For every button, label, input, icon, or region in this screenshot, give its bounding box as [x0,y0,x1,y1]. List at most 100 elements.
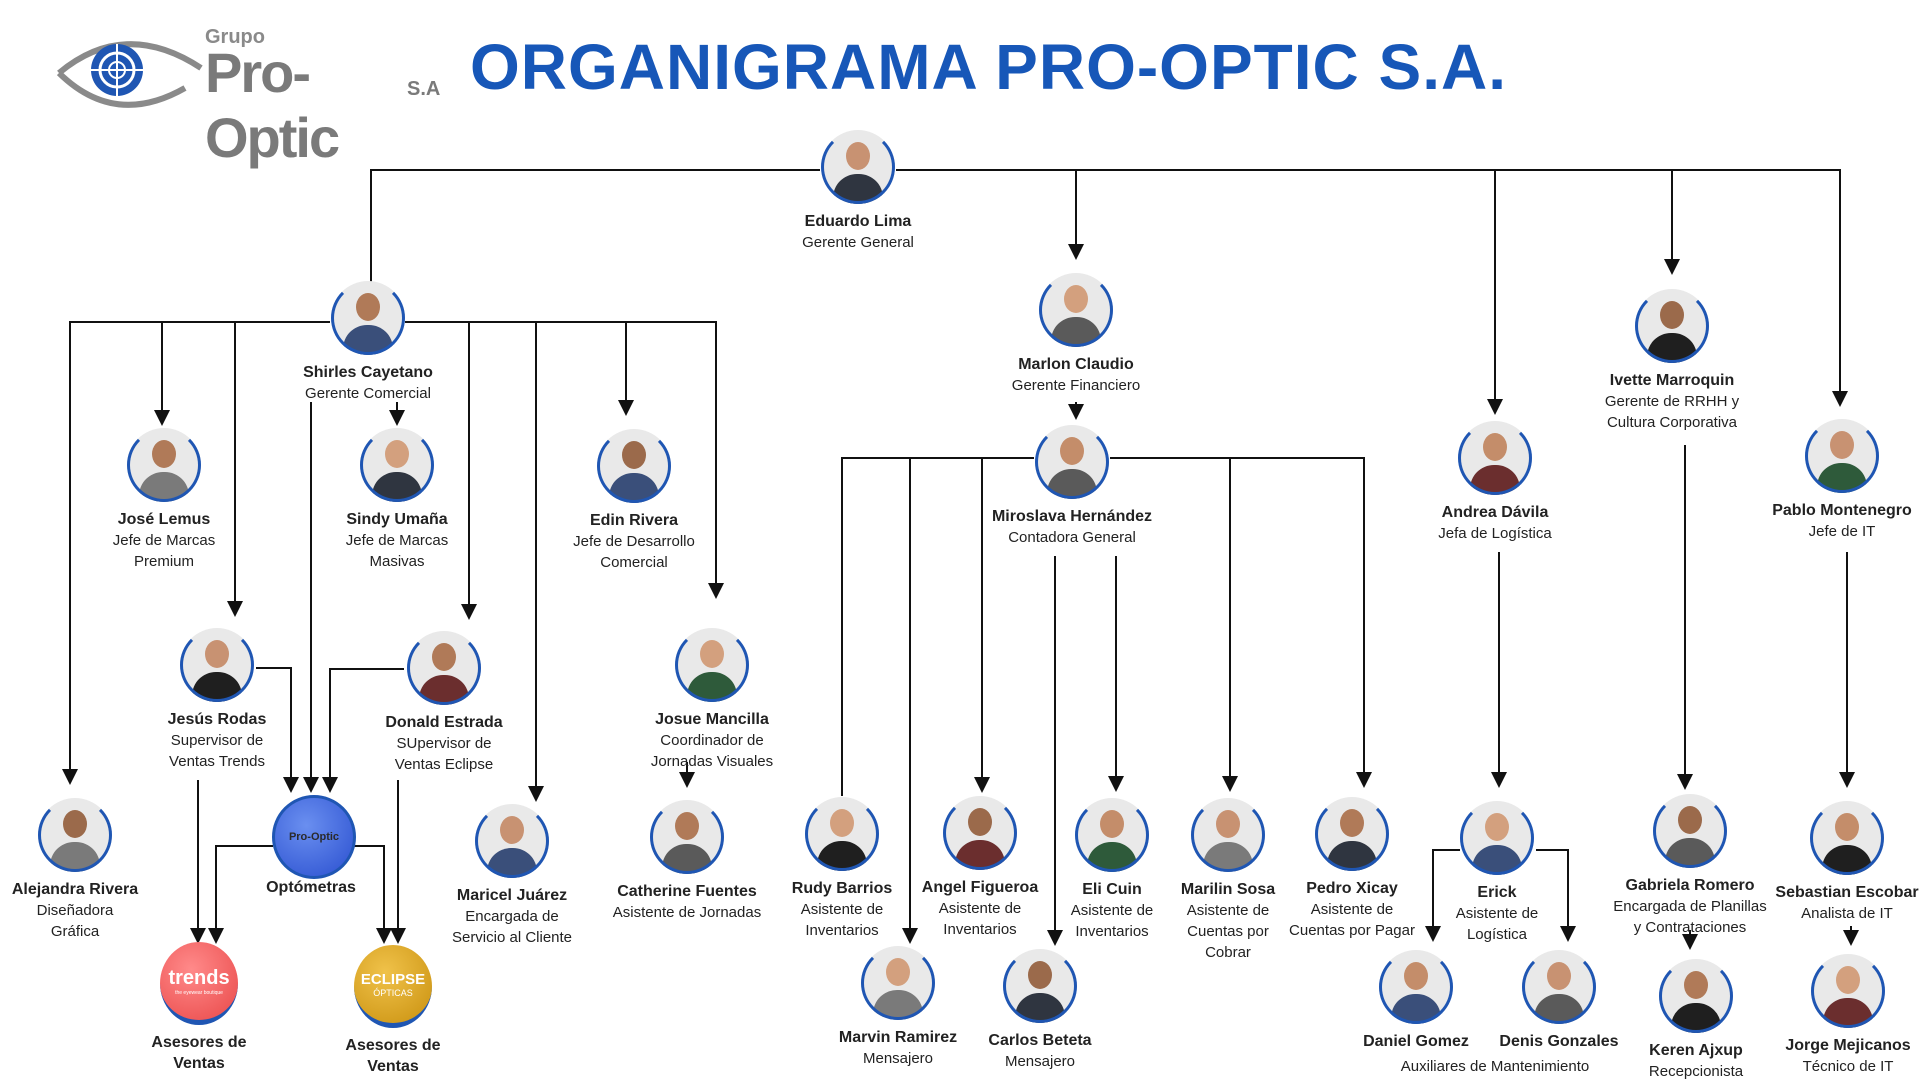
node-label: Sindy Umaña Jefe de Marcas Masivas [346,510,449,572]
node-label: Edin Rivera Jefe de Desarrollo Comercial [573,511,695,573]
person-role: Mensajero [1004,1053,1076,1070]
connector-line [62,321,330,785]
person-role: Asistente de [1310,901,1394,918]
person-name: Pedro Xicay [1306,880,1398,897]
person-name: Marvin Ramirez [838,1029,958,1046]
logo-suffix-text: S.A [407,78,441,100]
person-role: Comercial [600,554,668,571]
person-name: Eli Cuin [1082,881,1142,898]
node-label: Erick Asistente de Logística [1456,883,1539,945]
node-label: Asesores de Ventas [345,1036,440,1077]
person-role: Supervisor de [170,732,264,749]
person-role: Gerente Comercial [305,385,431,402]
person-role: Inventarios [943,921,1017,938]
avatar [650,800,724,874]
avatar [360,428,434,502]
person-role: Asistente de [800,901,884,918]
avatar [475,804,549,878]
connector-line [1110,457,1372,788]
person-role: Ventas [173,1055,225,1072]
group-logo-text: trends [168,966,230,989]
connector-line [370,169,820,282]
connector-line [208,845,273,944]
person-name: José Lemus [117,511,211,528]
person-role: Jefe de Desarrollo [573,533,695,550]
connector-line [1425,849,1460,942]
avatar [1805,419,1879,493]
person-role: Encargada de [465,908,559,925]
pro-optic-group-logo: Pro-Optic [272,795,356,879]
avatar [1659,959,1733,1033]
person-role: Cultura Corporativa [1606,414,1738,431]
node-label: Rudy Barrios Asistente de Inventarios [792,879,892,941]
person-name: Angel Figueroa [921,879,1039,896]
person-role: Inventarios [1075,923,1149,940]
person-name: Alejandra Rivera [11,881,139,898]
avatar [1191,798,1265,872]
person-name: Ivette Marroquin [1609,372,1735,389]
person-role: Asistente de [1455,905,1539,922]
node-label: Maricel Juárez Encargada de Servicio al Cl… [452,886,572,948]
avatar [1075,798,1149,872]
logo-group-text: Grupo [205,26,265,48]
person-role: Ventas [367,1058,419,1075]
person-name: Asesores de [151,1034,247,1051]
person-role: Asistente de [1070,902,1154,919]
node-label: Pedro Xicay Asistente de Cuentas por Pagar [1289,879,1415,941]
node-label: Marilin Sosa Asistente de Cuentas por Cobra… [1181,880,1275,963]
avatar [1458,421,1532,495]
avatar [1315,797,1389,871]
person-name: Sebastian Escobar [1775,884,1919,901]
person-name: Marilin Sosa [1180,881,1276,898]
person-name: Andrea Dávila [1441,504,1549,521]
person-role: Mensajero [862,1050,934,1067]
person-role: Jornadas Visuales [650,753,774,770]
person-name: Denis Gonzales [1499,1033,1619,1050]
person-role: Ventas Trends [169,753,265,770]
avatar [180,628,254,702]
node-label: Gabriela Romero Encargada de Planillas y C… [1613,876,1766,938]
person-role: Servicio al Cliente [451,929,573,946]
person-role: Logística [1466,926,1528,943]
person-name: Rudy Barrios [791,880,893,897]
person-role: Premium [133,553,195,570]
connector-line [256,667,299,793]
connector-line [350,845,392,944]
connector-line [322,668,404,793]
person-role: Cuentas por [1187,923,1269,940]
person-role: Jefe de Marcas [345,532,449,549]
node-label: José Lemus Jefe de Marcas Premium [113,510,216,572]
person-name: Catherine Fuentes [617,883,757,900]
avatar [1039,273,1113,347]
company-logo: Grupo Pro-Optic S.A [55,22,440,169]
node-label: Miroslava Hernández Contadora General [992,507,1152,548]
avatar [1810,801,1884,875]
avatar [1522,950,1596,1024]
connector-line [405,321,724,599]
person-role: Cobrar [1205,944,1251,961]
person-name: Eduardo Lima [804,213,912,230]
person-name: Shirles Cayetano [303,364,433,381]
group-logo-subtext: the eyewear boutique [175,989,223,996]
person-name: Erick [1477,884,1517,901]
node-label: Pablo Montenegro Jefe de IT [1772,501,1912,542]
eye-logo-icon [56,41,203,108]
logo-brand-text: Pro-Optic [205,41,340,169]
person-name: Miroslava Hernández [991,508,1153,525]
person-role: Asistente de [1186,902,1270,919]
person-name: Josue Mancilla [655,711,769,728]
avatar [675,628,749,702]
person-role: Masivas [369,553,425,570]
avatar [821,130,895,204]
group-logo-text: ECLIPSE [360,970,426,988]
person-role: Analista de IT [1801,905,1893,922]
node-label: Marlon Claudio Gerente Financiero [1012,355,1140,396]
node-label: Shirles Cayetano Gerente Comercial [303,363,433,404]
avatar [805,797,879,871]
avatar [943,796,1017,870]
person-name: Jesús Rodas [167,711,267,728]
node-label: Denis Gonzales [1499,1032,1618,1052]
avatar [407,631,481,705]
